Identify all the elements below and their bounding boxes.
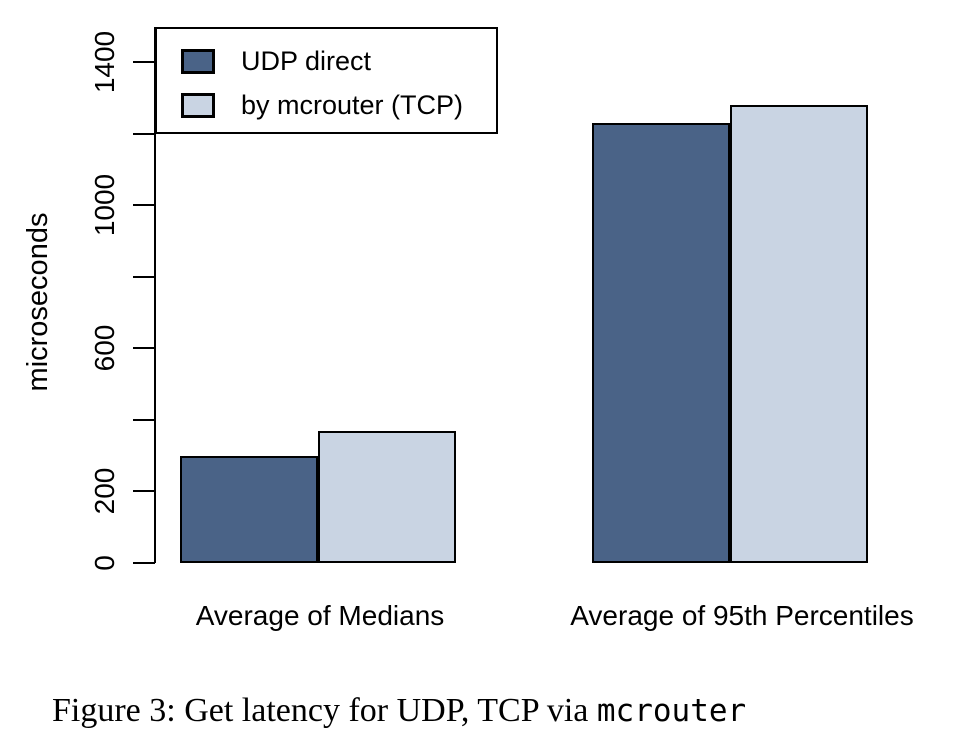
legend-label-udp-direct: UDP direct [241,45,372,76]
y-tick-800 [133,276,155,278]
y-tick-600 [133,347,155,349]
y-tick-200 [133,490,155,492]
y-tick-400 [133,419,155,421]
y-tick-label-200: 200 [89,467,120,515]
y-axis-title: microseconds [22,212,54,392]
legend-label-mcrouter-tcp: by mcrouter (TCP) [241,89,464,120]
legend-swatch-mcrouter-tcp [181,92,215,118]
y-tick-label-600: 600 [89,324,120,372]
legend-item-mcrouter-tcp: by mcrouter (TCP) [181,87,463,123]
legend-item-udp-direct: UDP direct [181,43,371,79]
y-tick-label-1000: 1000 [89,173,120,237]
y-axis-line [154,27,156,563]
y-tick-0 [133,562,155,564]
y-tick-1000 [133,204,155,206]
y-tick-1200 [133,133,155,135]
bar-udp-direct-group1 [592,123,730,563]
caption-code-mcrouter: mcrouter [596,693,747,729]
category-label-medians: Average of Medians [195,600,445,631]
category-label-95th-percentiles: Average of 95th Percentiles [570,600,914,631]
bar-udp-direct-group0 [180,456,318,563]
legend: UDP direct by mcrouter (TCP) [155,27,498,134]
legend-swatch-udp-direct [181,48,215,74]
y-tick-1400 [133,61,155,63]
bar-mcrouter-tcp-group1 [730,105,868,563]
caption-text: Figure 3: Get latency for UDP, TCP via [52,692,597,729]
y-tick-label-1400: 1400 [89,30,120,94]
bar-mcrouter-tcp-group0 [318,431,456,563]
figure-caption: Figure 3: Get latency for UDP, TCP via m… [52,692,952,730]
